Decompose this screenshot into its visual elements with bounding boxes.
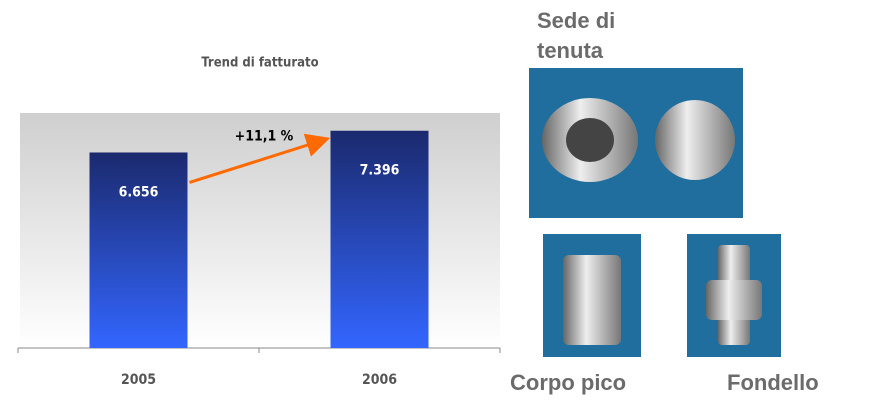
- x-tick-label: 2006: [362, 372, 397, 388]
- photo-label: Corpo pico: [510, 368, 626, 398]
- value-label: 6.656: [119, 184, 159, 200]
- photo-part: [706, 280, 762, 320]
- photo-part: [563, 255, 621, 345]
- chart: Trend di fatturato 2005 6.656 2006 7.396 +11…: [0, 0, 872, 401]
- chart-title: Trend di fatturato: [201, 56, 318, 71]
- bar: [90, 152, 188, 348]
- x-tick-label: 2005: [121, 372, 156, 388]
- photo-label: Sede di tenuta: [537, 6, 667, 66]
- page: Trend di fatturato 2005 6.656 2006 7.396 +11…: [0, 0, 872, 401]
- photos: [529, 68, 781, 357]
- photo-part: [655, 100, 735, 180]
- annotation: +11,1 %: [235, 129, 294, 145]
- photo-part: [566, 118, 614, 162]
- value-label: 7.396: [360, 163, 400, 179]
- photo-label: Fondello: [727, 368, 819, 398]
